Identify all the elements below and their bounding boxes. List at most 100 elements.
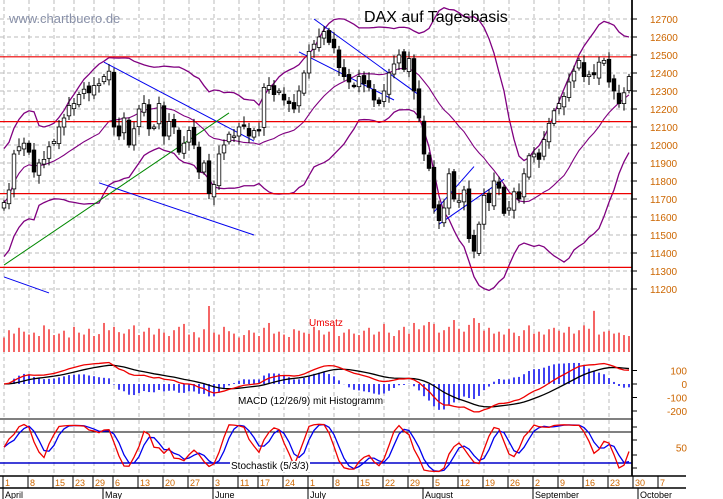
candle-body (206, 160, 212, 194)
candle-body (31, 149, 37, 173)
candle-body (376, 99, 382, 104)
stochastic-label: Stochastik (5/3/3) (230, 461, 310, 472)
candle-body (406, 58, 412, 72)
date-tick-label: 17 (260, 478, 270, 488)
date-tick-label: 16 (585, 478, 595, 488)
price-axis-label: 12500 (650, 51, 678, 62)
candle-body (511, 191, 517, 211)
candle-body (181, 142, 187, 154)
date-tick-label: 22 (385, 478, 395, 488)
candle-body (536, 152, 542, 160)
trend-line (313, 18, 420, 96)
candle-body (6, 189, 12, 205)
date-tick-label: 12 (460, 478, 470, 488)
candle-body (501, 186, 507, 214)
candle-body (331, 38, 337, 49)
candle-body (586, 74, 592, 78)
candle-body (221, 144, 227, 154)
date-tick-label: 24 (285, 478, 295, 488)
candle-body (556, 103, 562, 110)
candle-body (611, 78, 617, 92)
axis-background (633, 0, 723, 476)
date-tick-label: 29 (410, 478, 420, 488)
date-tick-label: 5 (435, 478, 440, 488)
candle-body (456, 200, 462, 203)
candle-body (201, 162, 207, 173)
candle-body (281, 93, 287, 101)
date-tick-label: 1 (5, 478, 10, 488)
date-tick-label: 26 (510, 478, 520, 488)
candle-body (521, 173, 527, 198)
price-axis-label: 12000 (650, 141, 678, 152)
candle-body (361, 75, 367, 85)
candle-body (261, 87, 267, 128)
candle-body (391, 63, 397, 75)
candle-body (371, 89, 377, 101)
candle-body (326, 30, 332, 43)
candle-body (231, 135, 237, 138)
candle-body (61, 117, 67, 128)
date-tick-label: 20 (165, 478, 175, 488)
candle-body (421, 120, 427, 155)
candle-body (571, 70, 577, 82)
candle-body (426, 154, 432, 169)
candle-body (211, 184, 217, 198)
price-axis-label: 11200 (650, 285, 678, 296)
candle-body (226, 133, 232, 143)
date-tick-label: 8 (30, 478, 35, 488)
candle-body (576, 60, 582, 69)
price-axis-label: 12100 (650, 123, 678, 134)
month-label: April (5, 490, 23, 499)
candle-body (16, 146, 22, 152)
price-axis-label: 12700 (650, 15, 678, 26)
candle-body (11, 153, 17, 190)
candle-body (616, 92, 622, 105)
candle-body (396, 54, 402, 64)
candle-body (296, 90, 302, 107)
candle-body (236, 126, 242, 137)
candle-body (71, 103, 77, 110)
date-tick-label: 27 (190, 478, 200, 488)
trend-line (103, 61, 255, 142)
candle-body (356, 76, 362, 88)
month-label: August (425, 490, 454, 499)
candle-body (301, 72, 307, 94)
macd-label: MACD (12/26/9) mit Histogramm (238, 396, 384, 407)
candle-body (316, 36, 322, 48)
chart-title: DAX auf Tagesbasis (364, 9, 508, 26)
date-tick-label: 30 (635, 478, 645, 488)
trend-line (298, 51, 395, 101)
candle-body (546, 123, 552, 143)
candle-body (161, 105, 167, 137)
date-tick-label: 15 (360, 478, 370, 488)
date-tick-label: 2 (535, 478, 540, 488)
candle-body (476, 223, 482, 254)
macd-axis-label: -200 (667, 407, 687, 418)
candle-body (401, 51, 407, 70)
candle-body (471, 234, 477, 252)
candle-body (436, 204, 442, 221)
price-axis-label: 11400 (650, 249, 678, 260)
candle-body (386, 72, 392, 95)
candle-body (306, 51, 312, 74)
candle-body (241, 124, 247, 127)
candle-body (116, 125, 122, 137)
candle-body (166, 121, 172, 137)
candle-body (126, 119, 132, 146)
date-tick-label: 23 (75, 478, 85, 488)
date-tick-label: 19 (485, 478, 495, 488)
candle-body (561, 96, 567, 108)
candle-body (381, 90, 387, 102)
price-axis-label: 12400 (650, 69, 678, 80)
candle-body (76, 94, 82, 106)
macd-axis-label: 100 (670, 367, 687, 378)
date-tick-label: 11 (240, 478, 249, 488)
candle-body (416, 88, 422, 119)
bollinger-lower-band (3, 108, 630, 292)
month-label: October (640, 490, 672, 499)
stochastic-d-line (3, 423, 630, 472)
candle-body (21, 142, 27, 150)
candle-body (26, 142, 32, 153)
candle-body (581, 62, 587, 78)
watermark: www.chartbuero.de (9, 11, 121, 26)
